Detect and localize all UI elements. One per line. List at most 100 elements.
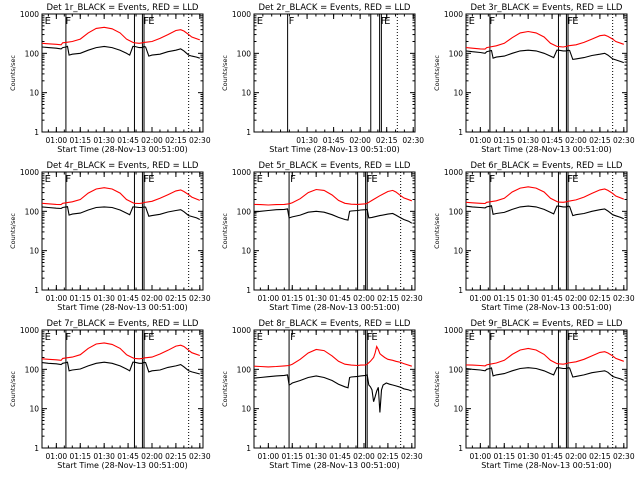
- event-marker-label: F: [367, 332, 373, 343]
- x-axis-label: Start Time (28-Nov-13 00:51:00): [57, 461, 187, 470]
- x-tick-label: 01:15: [281, 294, 303, 303]
- x-tick-label: 01:30: [296, 136, 318, 145]
- x-tick-label: 02:00: [565, 452, 587, 461]
- x-tick-label: 02:00: [565, 136, 587, 145]
- series-line: [41, 45, 200, 59]
- x-tick-label: 01:45: [117, 136, 139, 145]
- y-tick-label: 1: [34, 128, 39, 137]
- event-marker-label: E: [257, 332, 263, 343]
- x-axis-label: Start Time (28-Nov-13 00:51:00): [481, 303, 611, 312]
- series-line: [253, 374, 412, 413]
- event-marker-label: F: [65, 332, 71, 343]
- y-tick-label: 1000: [20, 168, 39, 177]
- plot-frame: [465, 329, 628, 449]
- event-marker-label: F: [489, 332, 495, 343]
- y-axis-label: Counts/sec: [433, 371, 441, 407]
- x-tick-label: 02:30: [613, 452, 635, 461]
- event-marker-label: F: [65, 174, 71, 185]
- series-line: [253, 208, 413, 224]
- x-axis-label: Start Time (28-Nov-13 00:51:00): [269, 303, 399, 312]
- plot-frame: [253, 329, 416, 449]
- chart-title: Det 5r_BLACK = Events, RED = LLD: [259, 161, 411, 171]
- plot-frame: [253, 13, 416, 133]
- event-marker-label: F: [567, 16, 573, 27]
- x-tick-label: 01:00: [46, 452, 68, 461]
- event-marker-label: E: [45, 16, 51, 27]
- series-line: [465, 49, 624, 64]
- event-marker-label: E: [469, 332, 475, 343]
- chart-title: Det 9r_BLACK = Events, RED = LLD: [471, 319, 623, 329]
- chart-panel: Det 2r_BLACK = Events, RED = LLD 1 10 100 10…: [221, 3, 424, 154]
- x-tick-label: 02:00: [141, 452, 163, 461]
- event-marker-label: F: [290, 332, 296, 343]
- x-tick-label: 01:45: [329, 452, 351, 461]
- y-axis-label: Counts/sec: [433, 55, 441, 91]
- x-tick-label: 02:30: [613, 294, 635, 303]
- chart-panel: Det 1r_BLACK = Events, RED = LLD 1 10 100 10…: [9, 3, 211, 154]
- y-tick-label: 1: [458, 286, 463, 295]
- x-tick-label: 02:30: [402, 136, 424, 145]
- event-marker-label: E: [257, 16, 263, 27]
- y-tick-label: 100: [237, 365, 252, 374]
- y-tick-label: 100: [449, 207, 464, 216]
- x-tick-label: 02:00: [353, 452, 375, 461]
- x-tick-label: 01:30: [305, 294, 327, 303]
- x-tick-label: 01:00: [46, 294, 68, 303]
- x-tick-label: 01:00: [470, 294, 492, 303]
- series-line: [465, 186, 624, 205]
- x-tick-label: 01:00: [258, 294, 280, 303]
- y-axis-label: Counts/sec: [221, 55, 229, 91]
- y-tick-label: 1000: [20, 10, 39, 19]
- series-line: [253, 344, 412, 368]
- y-tick-label: 1000: [232, 326, 251, 335]
- y-tick-label: 100: [237, 207, 252, 216]
- x-axis-label: Start Time (28-Nov-13 00:51:00): [481, 145, 611, 154]
- x-tick-label: 02:15: [165, 136, 187, 145]
- event-marker-label: E: [148, 332, 154, 343]
- y-tick-label: 1000: [232, 10, 251, 19]
- chart-title: Det 4r_BLACK = Events, RED = LLD: [47, 161, 199, 171]
- y-tick-label: 1: [246, 444, 251, 453]
- series-line: [465, 205, 625, 220]
- x-tick-label: 02:00: [141, 294, 163, 303]
- event-marker-label: E: [45, 174, 51, 185]
- x-tick-label: 01:00: [258, 452, 280, 461]
- x-tick-label: 02:15: [589, 294, 611, 303]
- series-line: [465, 30, 624, 50]
- chart-panel: Det 5r_BLACK = Events, RED = LLD 1 10 100 10…: [221, 161, 423, 312]
- x-tick-label: 02:15: [377, 452, 399, 461]
- event-marker-label: E: [257, 174, 263, 185]
- x-tick-label: 02:30: [189, 452, 211, 461]
- x-tick-label: 01:00: [470, 452, 492, 461]
- x-tick-label: 01:45: [323, 136, 345, 145]
- x-tick-label: 01:15: [493, 294, 515, 303]
- x-tick-label: 02:15: [377, 294, 399, 303]
- y-tick-label: 10: [241, 405, 251, 414]
- y-tick-label: 100: [25, 49, 40, 58]
- y-tick-label: 1: [458, 128, 463, 137]
- chart-title: Det 1r_BLACK = Events, RED = LLD: [47, 3, 199, 13]
- x-tick-label: 01:45: [541, 452, 563, 461]
- event-marker-label: F: [567, 332, 573, 343]
- x-tick-label: 02:15: [589, 452, 611, 461]
- y-tick-label: 1000: [444, 168, 463, 177]
- y-axis-label: Counts/sec: [9, 371, 17, 407]
- event-marker-label: F: [381, 16, 387, 27]
- y-tick-label: 10: [29, 405, 39, 414]
- x-tick-label: 01:30: [305, 452, 327, 461]
- x-tick-label: 01:45: [541, 294, 563, 303]
- x-tick-label: 01:15: [493, 136, 515, 145]
- x-tick-label: 01:15: [69, 294, 91, 303]
- x-tick-label: 02:15: [165, 294, 187, 303]
- event-marker-label: F: [65, 16, 71, 27]
- series-line: [41, 205, 201, 220]
- chart-title: Det 7r_BLACK = Events, RED = LLD: [47, 319, 199, 329]
- y-axis-label: Counts/sec: [433, 213, 441, 249]
- event-marker-label: E: [572, 16, 578, 27]
- chart-panel: Det 3r_BLACK = Events, RED = LLD 1 10 100 10…: [433, 3, 635, 154]
- chart-panel: Det 6r_BLACK = Events, RED = LLD 1 10 100 10…: [433, 161, 635, 312]
- chart-title: Det 2r_BLACK = Events, RED = LLD: [259, 3, 411, 13]
- x-tick-label: 01:00: [46, 136, 68, 145]
- x-tick-label: 01:30: [93, 136, 115, 145]
